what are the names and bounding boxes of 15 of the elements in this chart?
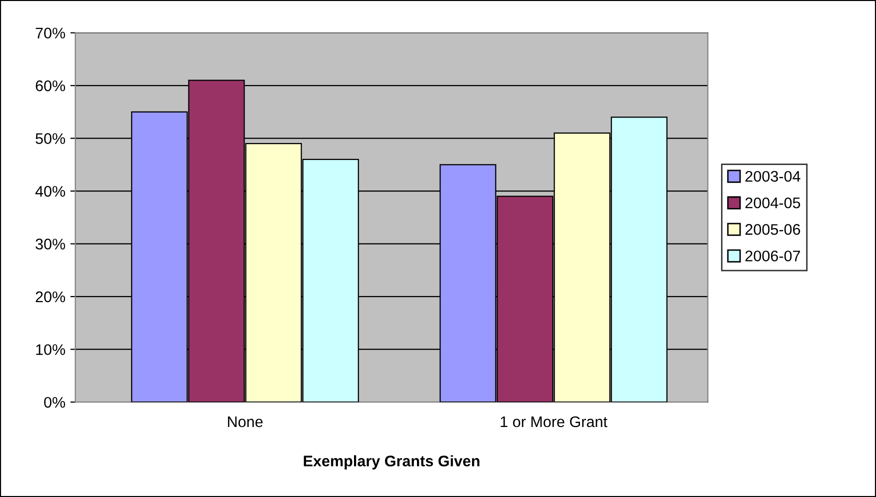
legend-label: 2003-04	[745, 170, 800, 182]
y-tick-label: 60%	[36, 80, 66, 92]
y-tick-label: 30%	[36, 238, 66, 250]
x-tick-label: 1 or More Grant	[500, 416, 608, 428]
y-tick-label: 40%	[35, 186, 66, 197]
x-axis-title: Exemplary Grants Given	[304, 455, 480, 470]
y-tick-label: 70%	[36, 28, 66, 38]
legend-label: 2006-07	[745, 250, 800, 262]
legend-label: 2005-06	[745, 224, 800, 235]
x-tick-label: None	[228, 416, 263, 428]
legend-label: 2004-05	[745, 197, 800, 208]
y-tick-label: 20%	[36, 291, 66, 302]
y-tick-label: 50%	[36, 133, 66, 144]
y-tick-label: 0%	[44, 396, 66, 408]
y-tick-label: 10%	[36, 344, 66, 356]
